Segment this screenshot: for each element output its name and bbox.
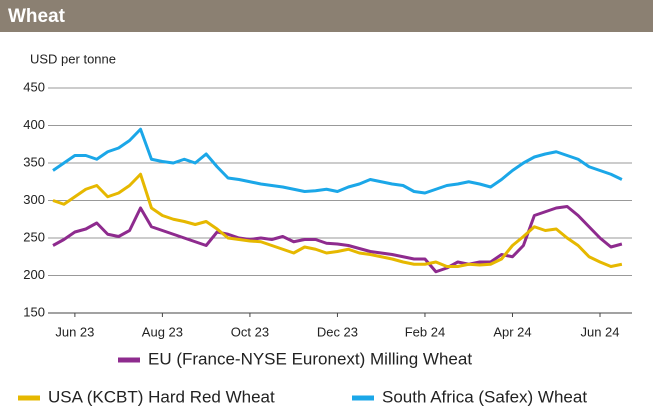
y-tick-label: 250 <box>23 229 45 244</box>
series-line <box>52 127 623 195</box>
x-tick-label: Dec 23 <box>317 324 358 339</box>
y-tick-label: 300 <box>23 192 45 207</box>
x-tick-label: Apr 24 <box>493 324 531 339</box>
x-tick-label: Jun 23 <box>55 324 94 339</box>
x-tick-label: Aug 23 <box>142 324 183 339</box>
x-tick-label: Oct 23 <box>231 324 269 339</box>
series-line <box>52 205 623 274</box>
y-tick-label: 200 <box>23 267 45 282</box>
y-tick-label: 350 <box>23 154 45 169</box>
chart-title: Wheat <box>8 6 66 27</box>
y-axis-label: USD per tonne <box>30 51 116 66</box>
x-tick-label: Jun 24 <box>580 324 619 339</box>
legend-label: EU (France-NYSE Euronext) Milling Wheat <box>148 349 472 368</box>
x-tick-label: Feb 24 <box>405 324 445 339</box>
y-tick-label: 400 <box>23 117 45 132</box>
y-tick-label: 450 <box>23 79 45 94</box>
legend-label: USA (KCBT) Hard Red Wheat <box>48 387 275 406</box>
legend-label: South Africa (Safex) Wheat <box>382 387 587 406</box>
header-bar <box>0 0 653 32</box>
series-line <box>52 172 623 268</box>
y-tick-label: 150 <box>23 304 45 319</box>
